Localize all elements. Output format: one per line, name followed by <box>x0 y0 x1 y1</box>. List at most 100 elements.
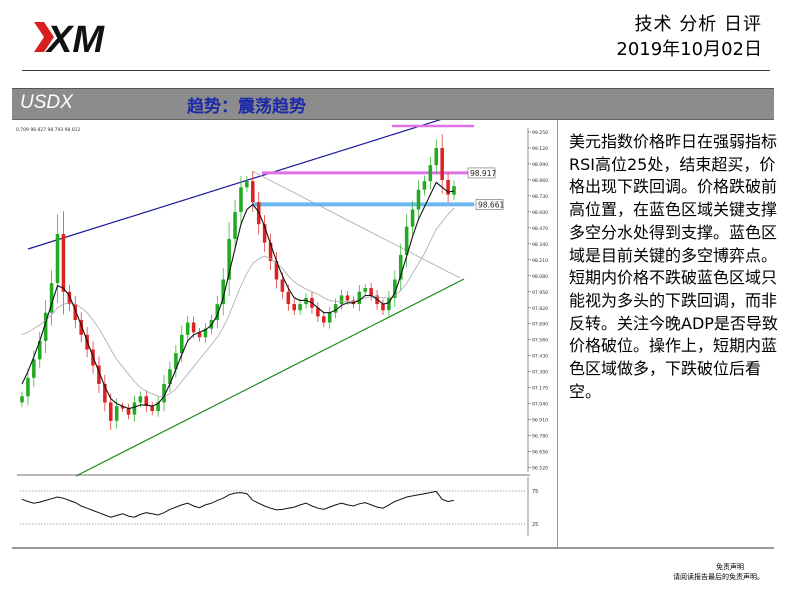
candle-body <box>363 288 368 292</box>
candle-body <box>67 291 72 305</box>
candle-body <box>191 322 196 333</box>
candle <box>197 328 202 342</box>
candle <box>410 200 415 236</box>
candle <box>221 268 225 316</box>
y-tick-label: 98.340 <box>532 242 548 248</box>
candle <box>227 222 231 297</box>
candle <box>156 396 160 417</box>
y-tick-label: 97.430 <box>532 354 548 360</box>
title-band: USDX 趋势：震荡趋势 <box>12 88 774 120</box>
candle <box>393 270 397 307</box>
candle-body <box>381 304 385 311</box>
candle <box>298 299 302 315</box>
bottom-divider <box>12 547 774 549</box>
rsi-lower-label: 25 <box>532 522 538 528</box>
y-tick-label: 96.520 <box>532 466 548 472</box>
candle-body <box>215 304 220 321</box>
fast-moving-average <box>21 181 455 410</box>
candle-body <box>174 353 178 370</box>
candle-body <box>26 377 30 397</box>
upper-channel-line <box>27 120 442 250</box>
candle <box>245 176 249 193</box>
candle <box>97 356 101 393</box>
candle-body <box>233 211 237 239</box>
price-panel: 0.709 98.827 98.793 98.812 99.25099.1209… <box>16 120 548 477</box>
candle-body <box>245 181 249 188</box>
xm-logo: XM <box>34 19 105 60</box>
candle-body <box>262 224 267 243</box>
report-date: 2019年10月02日 <box>616 39 762 60</box>
candle-body <box>114 406 119 421</box>
candle <box>452 180 456 201</box>
candle-body <box>251 181 255 203</box>
candle <box>174 345 178 378</box>
candle-body <box>274 261 279 280</box>
candle-body <box>292 304 296 311</box>
candle-body <box>452 186 456 195</box>
candle <box>286 284 291 311</box>
candle-body <box>197 332 202 338</box>
candle <box>108 393 113 430</box>
candle-body <box>339 295 344 305</box>
candle-body <box>387 297 391 311</box>
candle-body <box>357 291 362 305</box>
support-price-box <box>475 199 504 210</box>
candle <box>262 215 267 252</box>
candle-body <box>298 304 302 311</box>
slow-moving-average <box>21 207 455 397</box>
candle <box>144 390 149 413</box>
rsi-upper-label: 75 <box>532 489 538 495</box>
y-tick-label: 98.600 <box>532 210 548 216</box>
candle <box>185 315 190 342</box>
candle <box>67 284 72 311</box>
resistance-price-label: 98.917 <box>470 169 496 178</box>
candle-body <box>120 406 125 409</box>
y-tick-label: 98.730 <box>532 194 548 200</box>
ohlc-label: 0.709 98.827 98.793 98.812 <box>16 127 81 133</box>
candle <box>61 211 66 315</box>
candle <box>428 157 433 190</box>
candle <box>49 270 54 326</box>
candle-body <box>32 359 36 378</box>
candle-body <box>410 209 415 227</box>
candle <box>387 291 391 318</box>
candle <box>233 199 237 251</box>
y-tick-label: 97.820 <box>532 306 548 312</box>
candle <box>203 323 208 343</box>
candle-body <box>404 226 409 255</box>
y-tick-label: 99.250 <box>532 130 548 136</box>
candle-body <box>150 406 154 412</box>
y-tick-label: 98.470 <box>532 226 548 232</box>
candle-body <box>97 365 101 384</box>
candle <box>79 312 83 343</box>
disclaimer-title: 免责声明 <box>716 563 744 571</box>
candle <box>239 176 243 224</box>
candle-body <box>428 165 433 182</box>
candle-body <box>422 181 427 190</box>
candle <box>274 252 279 289</box>
y-tick-label: 96.910 <box>532 418 548 424</box>
candle-body <box>73 304 78 321</box>
y-tick-label: 98.080 <box>532 274 548 280</box>
candle-body <box>322 316 326 323</box>
y-tick-label: 97.040 <box>532 402 548 408</box>
candle-body <box>398 254 403 280</box>
y-tick-label: 97.560 <box>532 338 548 344</box>
candle-body <box>434 147 439 166</box>
candle <box>132 395 137 422</box>
candle <box>381 299 385 315</box>
candle-body <box>20 396 24 403</box>
candle-body <box>61 234 66 292</box>
candle-body <box>327 312 332 323</box>
logo-red-chevron <box>34 22 54 52</box>
descending-trend-line <box>251 170 461 279</box>
candle-body <box>440 147 444 180</box>
candle <box>434 139 439 174</box>
candle <box>150 401 154 416</box>
trend-label: 趋势：震荡趋势 <box>187 97 306 117</box>
candle-body <box>227 238 231 280</box>
support-price-label: 98.661 <box>478 200 504 209</box>
y-tick-label: 96.780 <box>532 434 548 440</box>
y-tick-label: 98.210 <box>532 258 548 264</box>
candles <box>20 134 456 430</box>
